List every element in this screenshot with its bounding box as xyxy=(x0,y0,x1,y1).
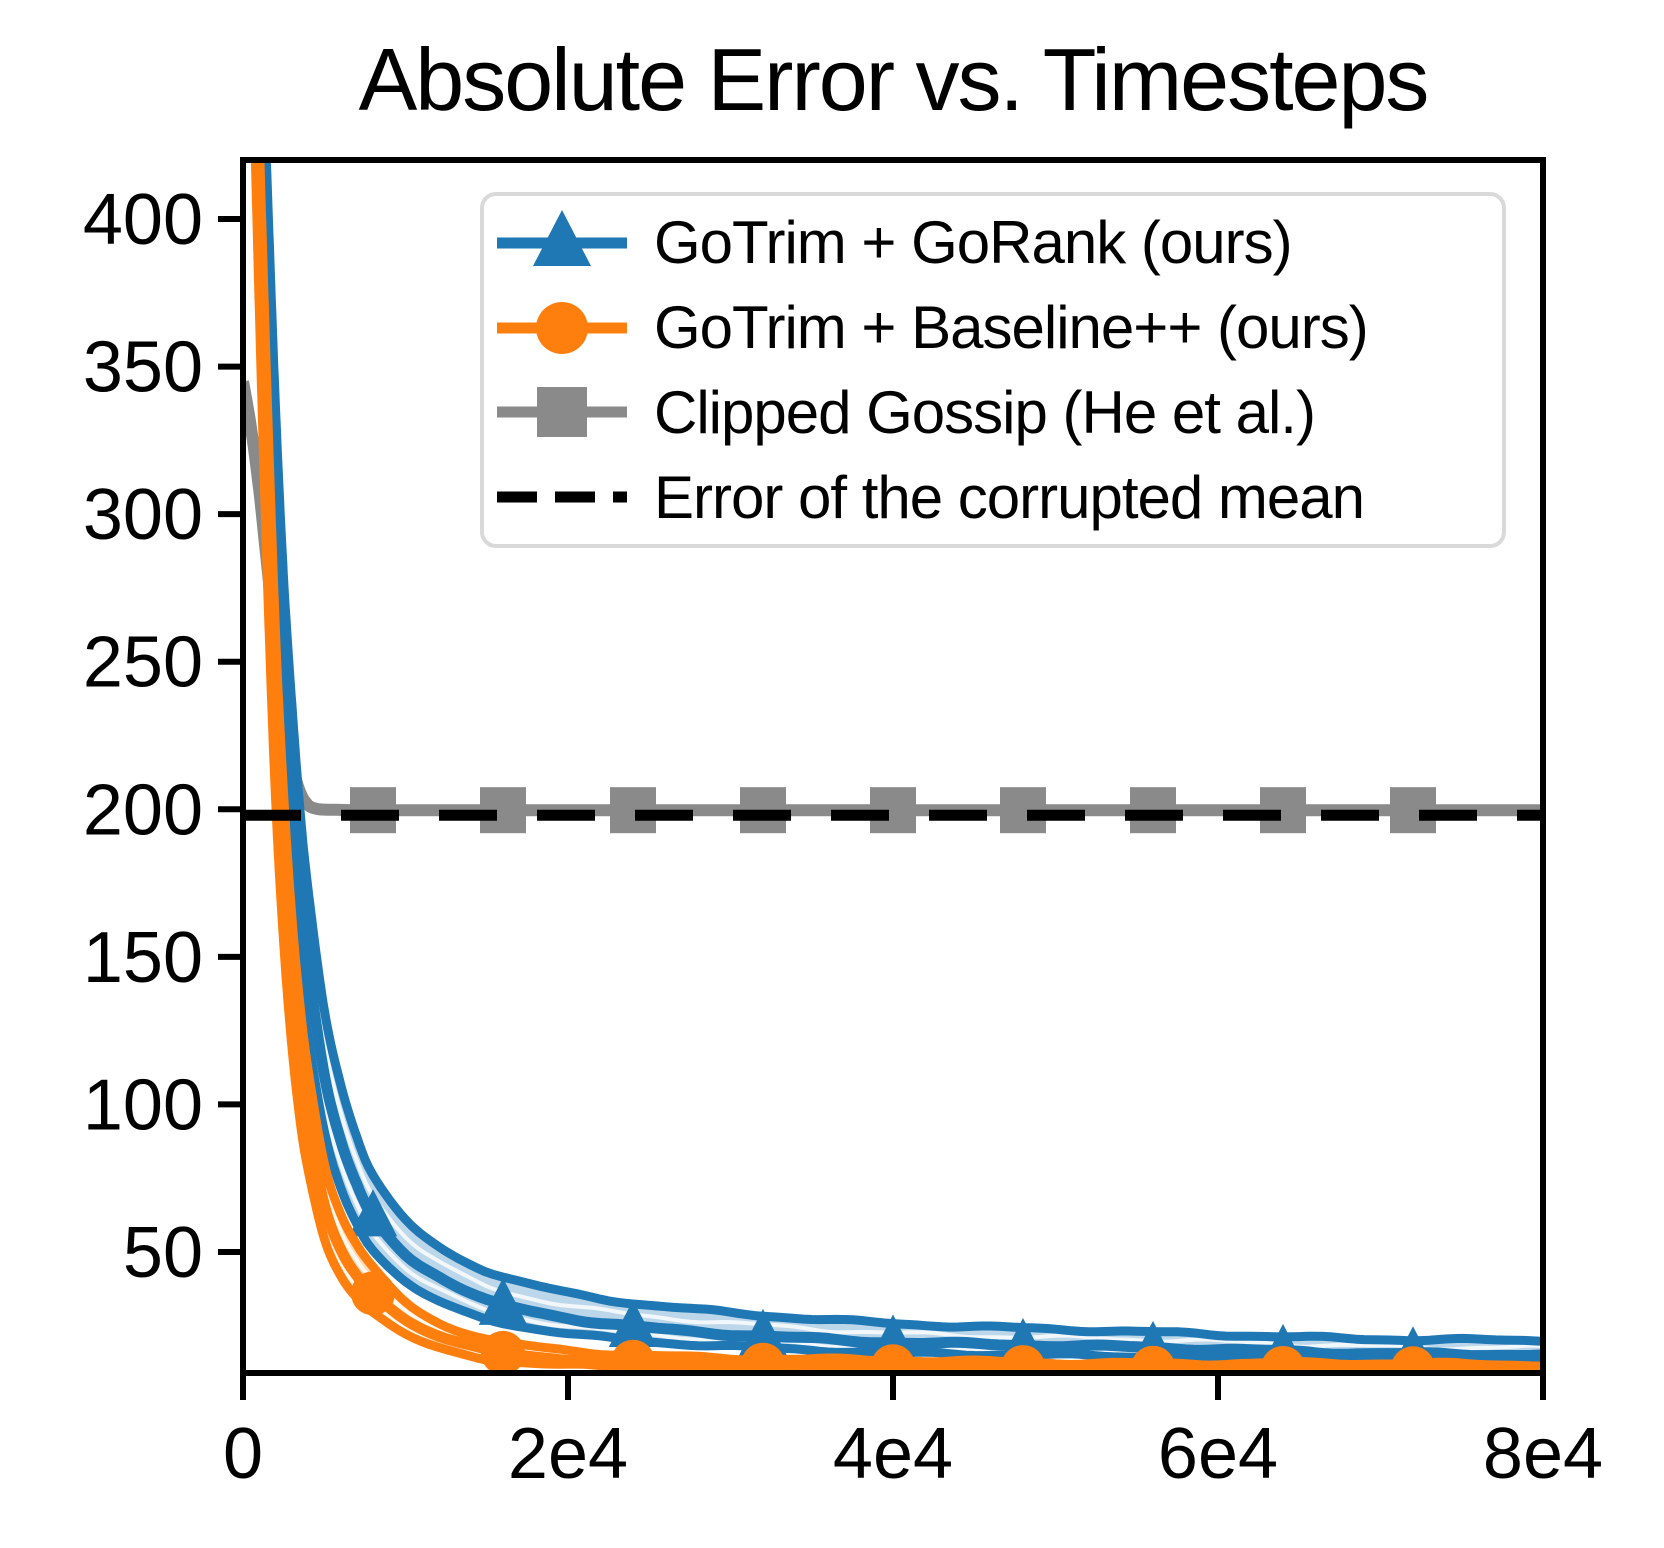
legend-item-gotrim-baselinepp: GoTrim + Baseline++ (ours) xyxy=(484,286,1494,370)
triangle-marker xyxy=(478,1277,528,1325)
mean-line xyxy=(252,160,1543,1373)
circle-marker xyxy=(1001,1345,1045,1373)
legend-label: GoTrim + Baseline++ (ours) xyxy=(654,294,1369,362)
triangle-marker xyxy=(533,209,591,266)
y-tick-label: 50 xyxy=(123,1213,203,1293)
x-tick-label: 8e4 xyxy=(1483,1414,1603,1494)
circle-marker xyxy=(1391,1346,1435,1373)
circle-marker xyxy=(1261,1345,1305,1373)
legend-item-corrupted-mean: Error of the corrupted mean xyxy=(484,455,1494,539)
circle-marker xyxy=(611,1339,655,1373)
legend-handle-dashed-line-icon xyxy=(497,491,627,503)
triangle-marker xyxy=(348,1189,398,1237)
legend-handle-circle-icon xyxy=(497,301,627,354)
chart-title: Absolute Error vs. Timesteps xyxy=(358,30,1430,129)
legend-label: GoTrim + GoRank (ours) xyxy=(654,209,1293,277)
y-tick-label: 300 xyxy=(83,475,203,555)
legend-item-clipped-gossip: Clipped Gossip (He et al.) xyxy=(484,370,1494,454)
x-tick-label: 0 xyxy=(223,1414,263,1494)
square-marker xyxy=(537,387,587,438)
mean-line xyxy=(257,160,1543,1362)
y-tick-label: 350 xyxy=(83,328,203,408)
plot-area xyxy=(243,160,1543,1373)
y-tick-label: 150 xyxy=(83,918,203,998)
legend-handle-square-icon xyxy=(497,387,627,438)
circle-marker xyxy=(741,1342,785,1373)
circle-marker xyxy=(1131,1345,1175,1373)
legend-handle-triangle-icon xyxy=(497,209,627,266)
x-tick-label: 2e4 xyxy=(508,1414,628,1494)
x-tick-label: 4e4 xyxy=(833,1414,953,1494)
y-tick-label: 400 xyxy=(83,180,203,260)
y-tick-label: 200 xyxy=(83,770,203,850)
triangle-marker xyxy=(608,1299,658,1348)
x-tick-label: 6e4 xyxy=(1158,1414,1278,1494)
y-tick-label: 250 xyxy=(83,623,203,703)
circle-marker xyxy=(871,1344,915,1373)
legend-box: GoTrim + GoRank (ours) GoTrim + Baseline… xyxy=(480,192,1506,548)
triangle-marker xyxy=(738,1308,788,1356)
legend-item-gotrim-gorank: GoTrim + GoRank (ours) xyxy=(484,201,1494,285)
circle-marker xyxy=(536,301,588,354)
legend-label: Clipped Gossip (He et al.) xyxy=(654,378,1316,446)
legend-label: Error of the corrupted mean xyxy=(654,463,1365,531)
circle-marker xyxy=(351,1271,395,1316)
circle-marker xyxy=(481,1330,525,1373)
y-tick-label: 100 xyxy=(83,1065,203,1145)
band-upper-line xyxy=(261,160,1543,1346)
